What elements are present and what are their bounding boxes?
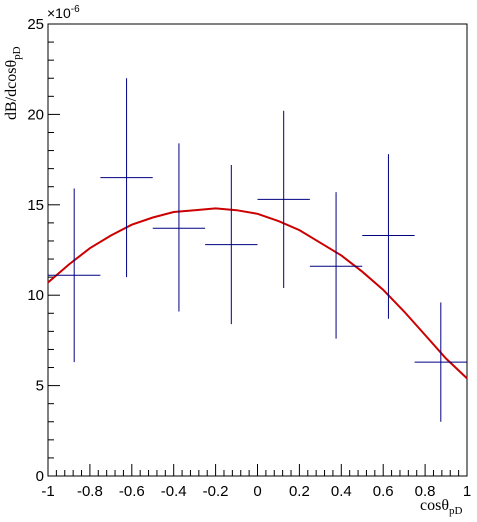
axis-ticks [47, 23, 468, 477]
x-tick-label: 0.4 [331, 483, 352, 500]
x-tick-label: -0.2 [203, 483, 229, 500]
y-exponent-label: ×10-6 [47, 4, 80, 21]
fit-curve-group [47, 207, 468, 380]
y-exponent-power: -6 [71, 4, 80, 15]
x-tick-label: -0.6 [119, 483, 145, 500]
y-tick-label: 5 [36, 378, 44, 395]
x-axis-title: cosθpD [420, 497, 463, 517]
x-tick-labels: -1 -0.8 -0.6 -0.4 -0.2 0 0.2 0.4 0.6 0.8 1 [41, 483, 471, 500]
data-points-group [48, 78, 467, 422]
data-point [362, 154, 415, 319]
data-point [205, 165, 258, 325]
y-tick-label: 20 [27, 106, 44, 123]
data-point [152, 143, 206, 312]
data-point [309, 192, 363, 339]
y-axis-title: dB/dcosθpD [3, 46, 23, 120]
y-tick-labels: 0 5 10 15 20 25 [27, 16, 44, 485]
data-point [100, 78, 153, 278]
fit-curve [47, 207, 468, 380]
y-axis-title-sub: pD [11, 46, 23, 60]
x-axis-title-sub: pD [449, 505, 463, 517]
data-point [414, 302, 467, 422]
y-tick-label: 25 [27, 16, 44, 33]
x-tick-label: -1 [41, 483, 54, 500]
x-tick-label: 0 [253, 483, 261, 500]
data-point [257, 110, 310, 288]
x-tick-label: 0.2 [289, 483, 310, 500]
x-tick-label: 1 [463, 483, 471, 500]
x-tick-label: -0.4 [161, 483, 187, 500]
y-tick-label: 10 [27, 287, 44, 304]
x-tick-label: -0.8 [77, 483, 103, 500]
y-tick-label: 0 [36, 468, 44, 485]
x-tick-label: 0.6 [373, 483, 394, 500]
plot-frame [47, 23, 468, 477]
y-tick-label: 15 [27, 197, 44, 214]
data-point [48, 188, 101, 363]
x-tick-label: 0.8 [415, 483, 436, 500]
